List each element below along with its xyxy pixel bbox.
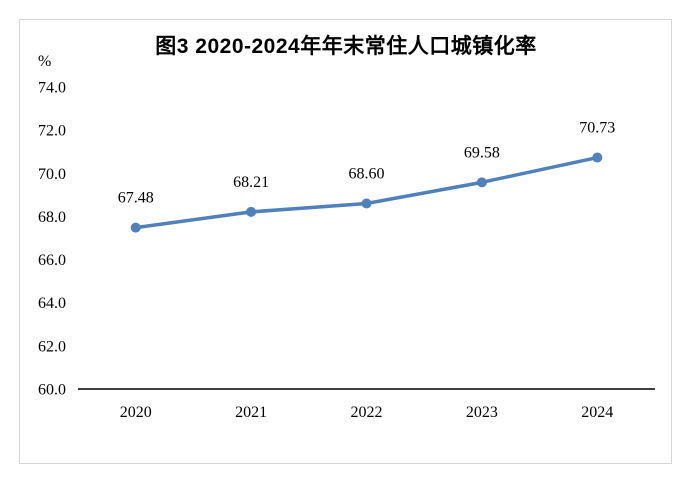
x-axis-tick-label: 2020	[120, 404, 152, 421]
data-point-label: 68.60	[349, 165, 385, 182]
data-point-label: 69.58	[464, 144, 500, 161]
y-axis-tick-label: 70.0	[38, 166, 66, 183]
y-axis-tick-label: 74.0	[38, 80, 66, 97]
x-axis-tick-label: 2021	[235, 404, 267, 421]
y-axis-tick-label: 66.0	[38, 252, 66, 269]
data-point	[476, 177, 487, 188]
data-point	[130, 222, 141, 233]
data-point	[592, 152, 603, 163]
chart-frame	[19, 19, 672, 464]
data-point-label: 68.21	[233, 174, 269, 191]
x-axis-tick-label: 2023	[466, 404, 498, 421]
data-point-label: 67.48	[118, 190, 154, 207]
y-axis-unit-label: %	[38, 53, 52, 70]
y-axis-tick-label: 60.0	[38, 382, 66, 399]
chart-title: 图3 2020-2024年年末常住人口城镇化率	[155, 35, 537, 58]
x-axis-tick-label: 2022	[351, 404, 383, 421]
y-axis-tick-label: 62.0	[38, 338, 66, 355]
data-point	[246, 206, 257, 217]
y-axis-tick-label: 68.0	[38, 209, 66, 226]
y-axis-tick-label: 72.0	[38, 123, 66, 140]
data-point-label: 70.73	[579, 120, 615, 137]
y-axis-tick-label: 64.0	[38, 295, 66, 312]
x-axis-tick-label: 2024	[581, 404, 613, 421]
data-point	[361, 198, 372, 209]
